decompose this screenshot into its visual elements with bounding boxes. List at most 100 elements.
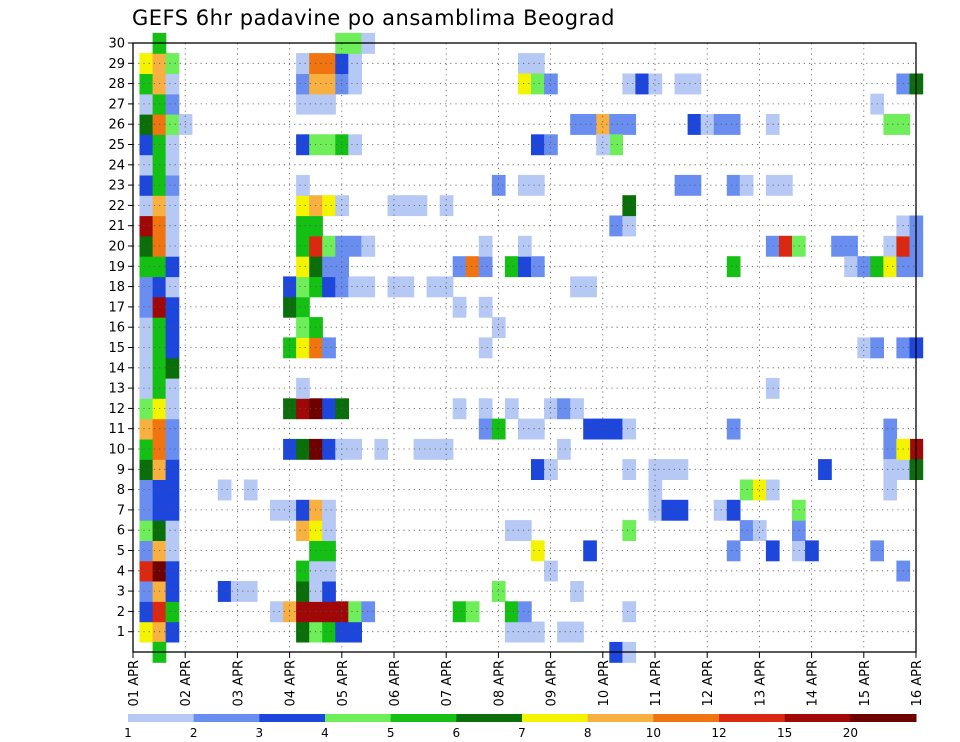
heatmap-cell [518,235,532,257]
legend-level-label: 5 [387,726,395,740]
heatmap-cell [165,499,180,521]
heatmap-cell [400,195,415,217]
heatmap-cell [609,114,623,135]
heatmap-cell [465,256,480,278]
heatmap-cell [322,499,336,521]
y-tick-label: 8 [117,483,125,498]
heatmap-cell [322,276,336,298]
heatmap-cell [504,520,519,541]
heatmap-cell [348,621,362,643]
heatmap-cell [165,377,180,399]
heatmap-cell [243,479,258,501]
heatmap-cell [296,499,310,521]
legend-level-label: 10 [646,726,661,740]
heatmap-cell [296,520,310,541]
heatmap-cell [531,418,545,440]
heatmap-cell [296,398,310,420]
heatmap-cell [883,256,898,278]
y-tick-label: 3 [117,585,125,600]
heatmap-cell [296,296,310,318]
heatmap-cell [322,398,336,420]
heatmap-cell [322,540,336,562]
heatmap-cell [322,53,336,74]
heatmap-cell [139,459,154,480]
heatmap-cell [139,134,154,156]
y-tick-label: 23 [108,179,125,194]
legend-swatch [128,714,195,722]
heatmap-cell [296,73,310,95]
heatmap-cell [805,540,819,562]
heatmap-cell [883,114,898,135]
heatmap-cell [622,601,637,623]
heatmap-cell [674,499,689,521]
y-tick-label: 26 [108,118,125,133]
heatmap-cell [296,377,310,399]
heatmap-cell [531,621,545,643]
heatmap-cell [648,73,663,95]
heatmap-cell [348,134,362,156]
heatmap-cell [583,114,597,135]
heatmap-cell [322,621,336,643]
heatmap-cell [452,296,467,318]
x-tick-label: 03 APR [231,660,246,706]
heatmap-cell [165,114,180,135]
heatmap-cell [687,73,702,95]
heatmap-cell [139,73,154,95]
x-axis: 01 APR 02 APR 03 APR 04 APR 05 APR 06 APR 07 A… [127,652,925,706]
y-tick-label: 13 [108,382,125,397]
heatmap-cell [609,418,623,440]
heatmap-cell [752,479,767,501]
heatmap-cell [139,357,154,379]
x-tick-label: 09 APR [545,660,560,706]
legend-swatch [587,714,654,722]
heatmap-cell [674,73,689,95]
heatmap-cell [296,174,310,196]
heatmap-cell [622,215,637,237]
heatmap-cell [165,53,180,74]
y-tick-label: 22 [108,199,125,214]
legend-level-label: 3 [256,726,264,740]
legend-level-label: 4 [321,726,329,740]
heatmap-cell [139,195,154,217]
y-tick-label: 27 [108,97,125,112]
heatmap-cell [348,438,362,460]
heatmap-cell [531,256,545,278]
y-tick-label: 2 [117,605,125,620]
x-tick-label: 06 APR [388,660,403,706]
heatmap-cell [270,601,284,623]
heatmap-cell [348,73,362,95]
heatmap-cell [165,560,180,582]
heatmap-cell [478,296,493,318]
heatmap-cell [296,581,310,602]
legend-level-label: 2 [190,726,198,740]
x-tick-label: 07 APR [440,660,455,706]
heatmap-cell [296,276,310,298]
y-tick-label: 12 [108,402,125,417]
heatmap-cell [400,276,415,298]
chart-title: GEFS 6hr padavine po ansamblima Beograd [132,6,615,30]
y-tick-label: 21 [108,219,125,234]
legend-swatch [850,714,917,722]
heatmap-cell [296,337,310,359]
x-tick-label: 16 APR [910,660,925,706]
heatmap-cell [165,337,180,359]
heatmap-cell [139,377,154,399]
heatmap-cell [531,73,545,95]
heatmap-cell [583,540,597,562]
y-tick-label: 20 [108,240,125,255]
heatmap-cell [478,256,493,278]
heatmap-cell [674,459,689,480]
heatmap-cell [413,438,428,460]
heatmap-cell [452,398,467,420]
heatmap-cell [478,398,493,420]
heatmap-cell [726,418,741,440]
heatmap-cell [518,256,532,278]
x-tick-label: 11 APR [649,660,664,706]
heatmap-cell [165,154,180,176]
heatmap-cell [583,418,597,440]
heatmap-cell [165,93,180,115]
heatmap-cell [243,581,258,602]
heatmap-cell [361,601,376,623]
heatmap-cell [165,398,180,420]
